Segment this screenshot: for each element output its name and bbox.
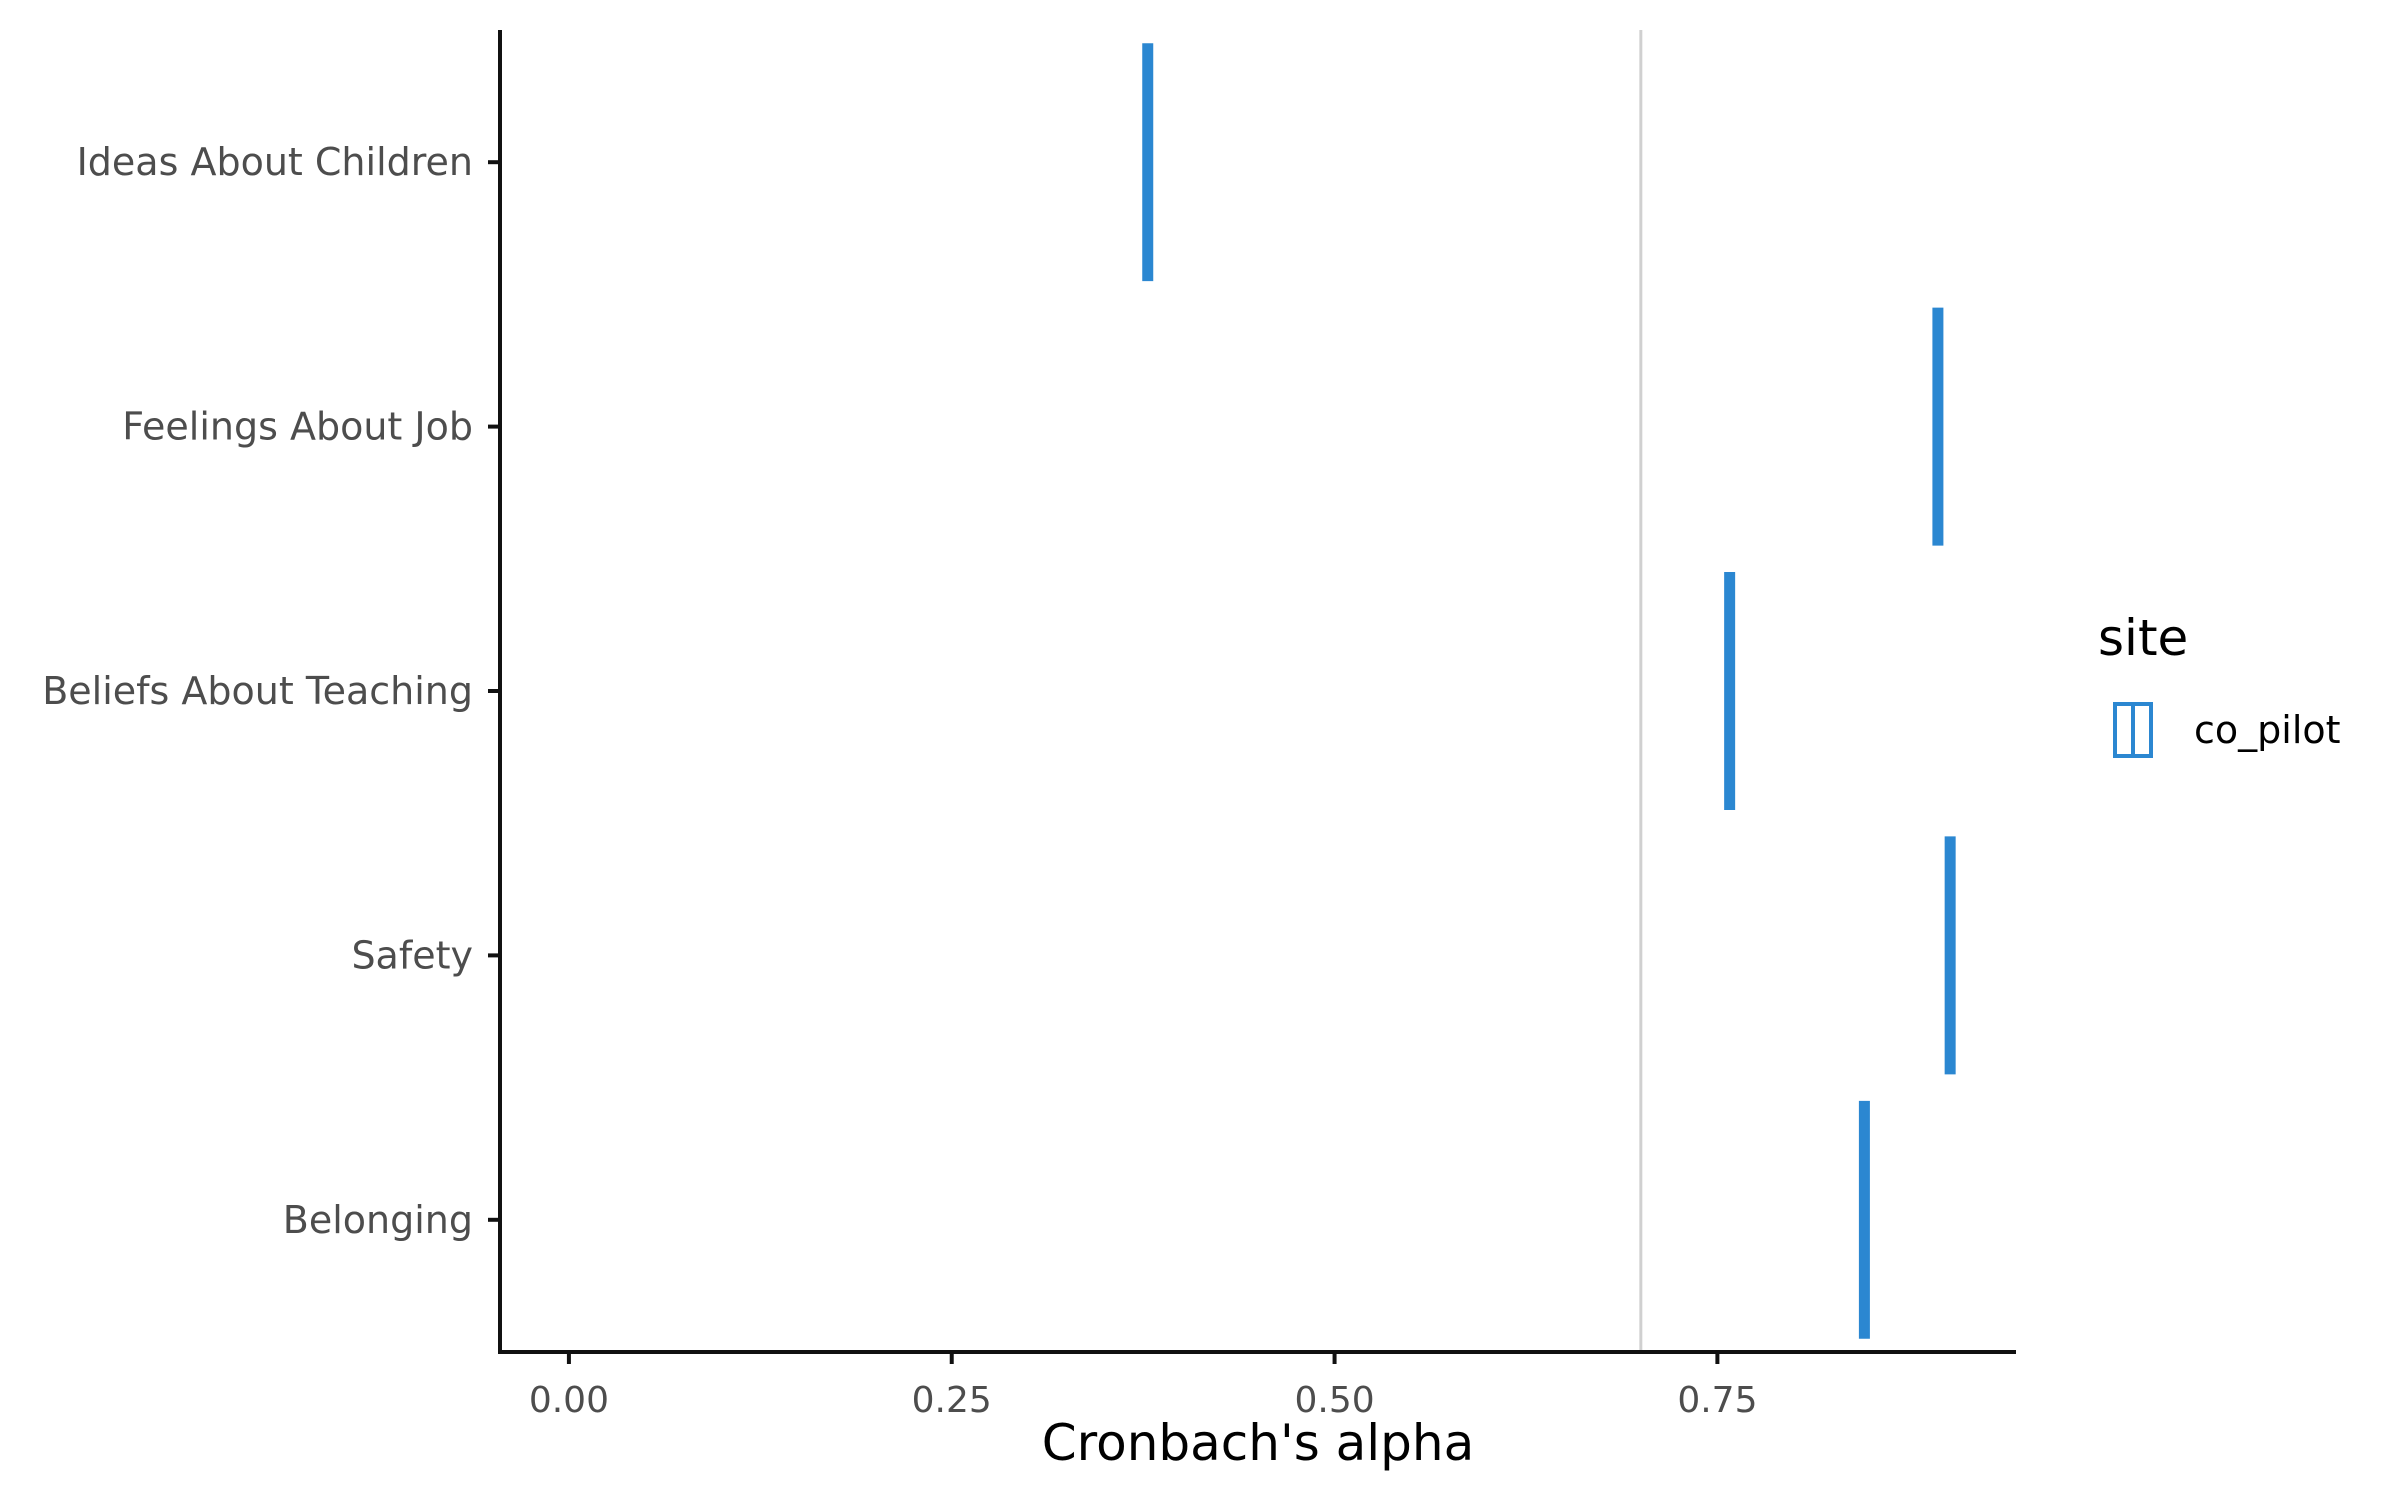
y-tick-label: Ideas About Children: [77, 140, 473, 184]
legend-key: [2113, 702, 2153, 758]
y-tick-label: Beliefs About Teaching: [42, 669, 473, 713]
x-tick-label: 0.00: [529, 1380, 609, 1421]
x-tick-label: 0.75: [1677, 1380, 1757, 1421]
x-tick-label: 0.25: [912, 1380, 992, 1421]
y-tick-label: Feelings About Job: [122, 405, 473, 449]
legend-label: co_pilot: [2194, 708, 2341, 752]
y-tick-label: Safety: [351, 933, 473, 977]
x-axis-title: Cronbach's alpha: [1042, 1414, 1475, 1472]
x-tick-label: 0.50: [1294, 1380, 1374, 1421]
y-tick-label: Belonging: [283, 1198, 473, 1242]
legend-title: site: [2098, 609, 2188, 667]
